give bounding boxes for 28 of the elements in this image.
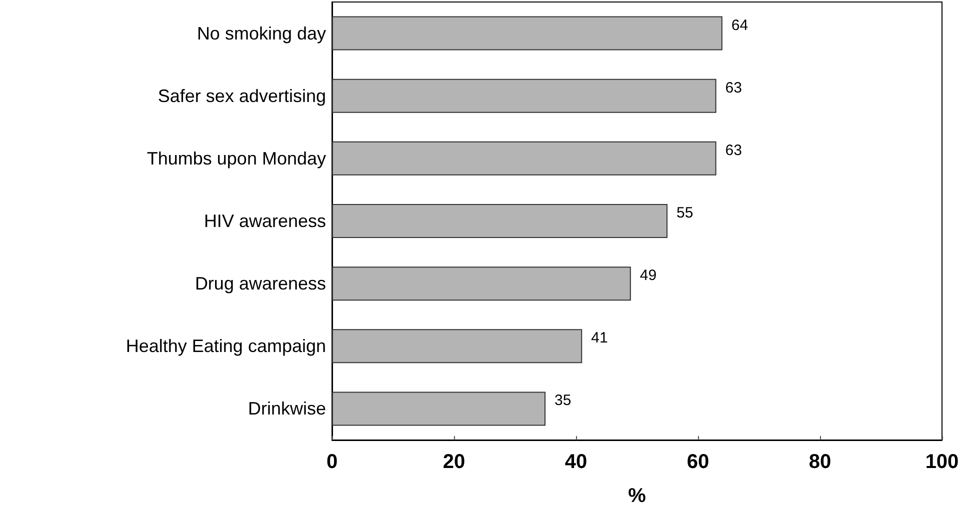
bar bbox=[332, 329, 582, 364]
data-label: 55 bbox=[676, 204, 694, 222]
y-tick-label: Healthy Eating campaign bbox=[126, 336, 326, 356]
bar bbox=[332, 392, 546, 426]
x-tick-label: 60 bbox=[686, 451, 710, 473]
data-label: 64 bbox=[731, 16, 748, 34]
y-tick-label: No smoking day bbox=[196, 23, 326, 44]
data-label: 35 bbox=[554, 392, 572, 410]
bar bbox=[332, 16, 722, 50]
data-label: 41 bbox=[591, 330, 608, 347]
y-tick-label: Safer sex advertising bbox=[158, 86, 326, 106]
y-tick-label: Drug awareness bbox=[194, 274, 326, 294]
x-tick-label: 20 bbox=[442, 451, 466, 473]
data-label: 63 bbox=[725, 79, 742, 96]
y-tick-label: HIV awareness bbox=[204, 211, 326, 231]
bar bbox=[332, 78, 716, 113]
bar bbox=[332, 141, 716, 176]
x-tick-label: 0 bbox=[326, 451, 338, 473]
y-tick-label: Drinkwise bbox=[248, 398, 326, 419]
bar bbox=[332, 204, 668, 238]
y-tick-label: Thumbs upon Monday bbox=[146, 148, 326, 168]
x-tick-label: 40 bbox=[564, 451, 588, 473]
data-label: 63 bbox=[725, 142, 742, 159]
x-tick-label: 80 bbox=[808, 451, 832, 473]
x-tick-label: 100 bbox=[925, 451, 959, 473]
x-axis-title: % bbox=[628, 485, 646, 507]
data-label: 49 bbox=[640, 267, 657, 284]
bar bbox=[332, 266, 631, 301]
